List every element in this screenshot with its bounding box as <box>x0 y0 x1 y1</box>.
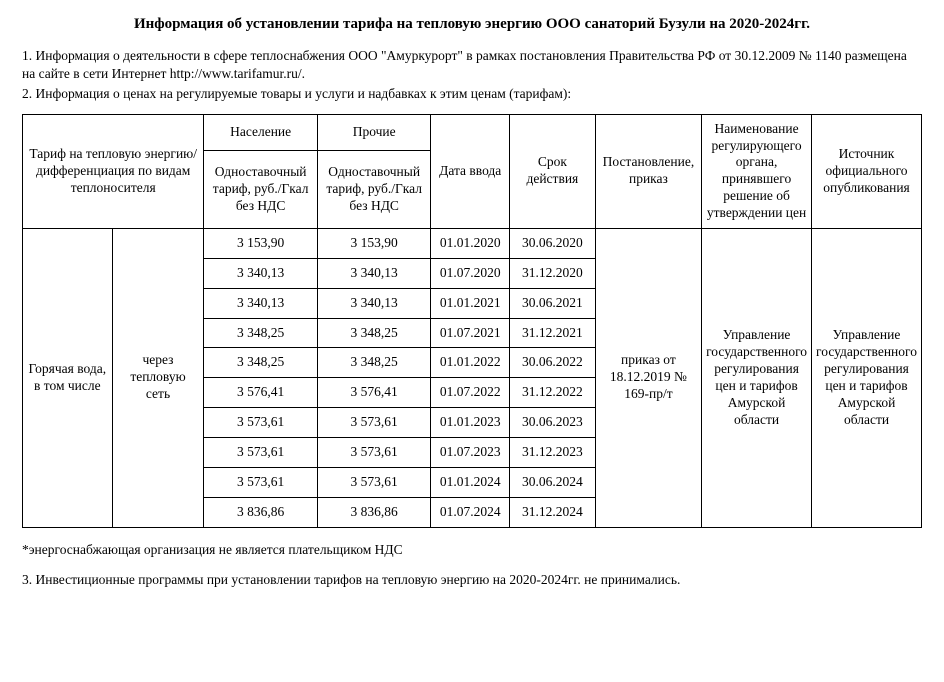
cell-population-tariff: 3 573,61 <box>204 438 318 468</box>
cell-term: 30.06.2021 <box>510 288 596 318</box>
cell-order: приказ от 18.12.2019 № 169-пр/т <box>595 228 701 527</box>
cell-source: Управление государственного регулировани… <box>812 228 922 527</box>
cell-date-in: 01.07.2024 <box>431 497 510 527</box>
tariff-table: Тариф на тепловую энергию/дифференциация… <box>22 114 922 528</box>
cell-other-tariff: 3 573,61 <box>317 467 431 497</box>
cell-carrier-type: Горячая вода, в том числе <box>23 228 113 527</box>
th-other: Прочие <box>317 114 431 151</box>
cell-date-in: 01.01.2024 <box>431 467 510 497</box>
cell-other-tariff: 3 573,61 <box>317 438 431 468</box>
table-header-row: Тариф на тепловую энергию/дифференциация… <box>23 114 922 151</box>
cell-population-tariff: 3 576,41 <box>204 378 318 408</box>
th-term: Срок действия <box>510 114 596 228</box>
cell-term: 31.12.2020 <box>510 258 596 288</box>
cell-date-in: 01.07.2022 <box>431 378 510 408</box>
footnote: *энергоснабжающая организация не являетс… <box>22 542 922 558</box>
cell-date-in: 01.07.2023 <box>431 438 510 468</box>
cell-term: 30.06.2022 <box>510 348 596 378</box>
cell-other-tariff: 3 348,25 <box>317 348 431 378</box>
th-date-in: Дата ввода <box>431 114 510 228</box>
cell-date-in: 01.01.2020 <box>431 228 510 258</box>
cell-date-in: 01.01.2023 <box>431 408 510 438</box>
paragraph-3: 3. Инвестиционные программы при установл… <box>22 572 922 588</box>
cell-population-tariff: 3 836,86 <box>204 497 318 527</box>
paragraph-2: 2. Информация о ценах на регулируемые то… <box>22 85 922 103</box>
th-population: Население <box>204 114 318 151</box>
th-other-sub: Одноставочный тариф, руб./Гкал без НДС <box>317 151 431 229</box>
cell-term: 31.12.2023 <box>510 438 596 468</box>
cell-other-tariff: 3 348,25 <box>317 318 431 348</box>
th-tariff: Тариф на тепловую энергию/дифференциация… <box>23 114 204 228</box>
cell-other-tariff: 3 153,90 <box>317 228 431 258</box>
cell-term: 31.12.2024 <box>510 497 596 527</box>
cell-term: 30.06.2023 <box>510 408 596 438</box>
cell-population-tariff: 3 340,13 <box>204 258 318 288</box>
page-title: Информация об установлении тарифа на теп… <box>22 16 922 33</box>
cell-date-in: 01.01.2021 <box>431 288 510 318</box>
cell-population-tariff: 3 340,13 <box>204 288 318 318</box>
cell-date-in: 01.07.2021 <box>431 318 510 348</box>
cell-term: 31.12.2022 <box>510 378 596 408</box>
cell-date-in: 01.01.2022 <box>431 348 510 378</box>
cell-other-tariff: 3 340,13 <box>317 288 431 318</box>
cell-other-tariff: 3 576,41 <box>317 378 431 408</box>
cell-population-tariff: 3 573,61 <box>204 467 318 497</box>
th-regulator: Наименование регулирующего органа, приня… <box>702 114 812 228</box>
cell-term: 30.06.2024 <box>510 467 596 497</box>
cell-term: 31.12.2021 <box>510 318 596 348</box>
cell-network: через тепловую сеть <box>112 228 204 527</box>
cell-population-tariff: 3 348,25 <box>204 318 318 348</box>
th-population-sub: Одноставочный тариф, руб./Гкал без НДС <box>204 151 318 229</box>
cell-date-in: 01.07.2020 <box>431 258 510 288</box>
cell-other-tariff: 3 573,61 <box>317 408 431 438</box>
cell-term: 30.06.2020 <box>510 228 596 258</box>
th-source: Источник официального опубликования <box>812 114 922 228</box>
cell-population-tariff: 3 573,61 <box>204 408 318 438</box>
th-order: Постановление, приказ <box>595 114 701 228</box>
cell-population-tariff: 3 153,90 <box>204 228 318 258</box>
paragraph-1: 1. Информация о деятельности в сфере теп… <box>22 47 922 83</box>
cell-other-tariff: 3 836,86 <box>317 497 431 527</box>
table-row: Горячая вода, в том числечерез тепловую … <box>23 228 922 258</box>
cell-regulator: Управление государственного регулировани… <box>702 228 812 527</box>
cell-population-tariff: 3 348,25 <box>204 348 318 378</box>
cell-other-tariff: 3 340,13 <box>317 258 431 288</box>
